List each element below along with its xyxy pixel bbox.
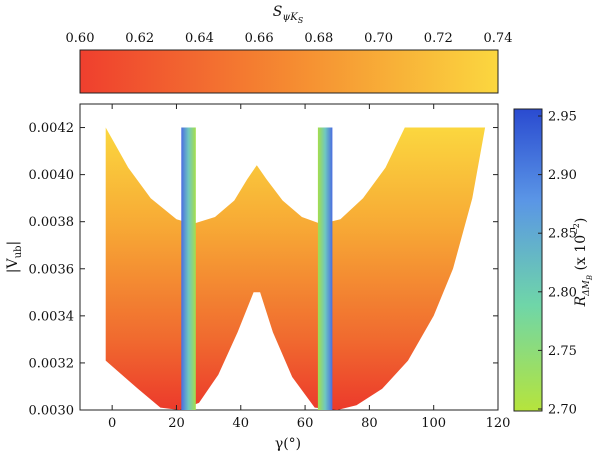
y-tick-label: 0.0030 [29,404,75,419]
colorbar-r-tick-label: 2.80 [548,285,577,300]
colorbar-r-tick-label: 2.75 [548,344,577,359]
colorbar-r-ticks: 2.70 2.75 2.80 2.85 2.90 2.95 [538,110,577,418]
colorbar-s-ticks: 0.60 0.62 0.64 0.66 0.68 0.70 0.72 0.74 [66,31,513,54]
colorbar-s-tick-label: 0.72 [424,31,453,46]
y-axis-title: |Vub| [5,241,24,273]
y-tick-label: 0.0036 [29,262,75,277]
y-tick-label: 0.0042 [29,121,75,136]
colorbar-s-tick-label: 0.60 [66,31,95,46]
colorbar-s-title: SψKS [273,4,304,25]
x-tick-label: 80 [361,416,378,431]
plot-frame [79,103,499,411]
colorbar-r-tick-label: 2.70 [548,403,577,418]
colorbar-s: SψKS 0.60 0.62 0.64 0.66 0.68 0.70 0.72 0.74 [66,4,513,94]
colorbar-r: 2.702.752.802.852.902.95 RΔMB (x 10−2) [513,108,594,418]
r-bands [181,127,333,410]
r-band-2 [317,127,333,410]
y-tick-label: 0.0032 [29,356,75,371]
colorbar-s-gradient [79,49,499,94]
main-plot: 0 20 40 60 80 100 120 0.0030 0.0032 0.0034 0.0036… [5,103,510,452]
x-axis-title: γ(°) [275,436,301,452]
colorbar-r-tick-label: 2.85 [548,227,577,242]
colorbar-s-tick-label: 0.64 [185,31,214,46]
colorbar-s-tick-label: 0.68 [304,31,333,46]
x-tick-label: 60 [297,416,314,431]
colored-region-s [105,127,486,410]
x-tick-label: 40 [232,416,249,431]
x-tick-label: 0 [108,416,116,431]
colorbar-r-gradient [513,108,543,412]
x-axis-ticks: 0 20 40 60 80 100 120 [108,104,510,431]
colorbar-r-tick-label: 2.95 [548,110,577,125]
colorbar-s-tick-label: 0.70 [364,31,393,46]
colorbar-s-tick-label: 0.66 [245,31,274,46]
y-axis-ticks: 0.0030 0.0032 0.0034 0.0036 0.0038 0.0040 0.00… [29,121,498,419]
y-tick-label: 0.0038 [29,215,75,230]
colorbar-s-tick-label: 0.74 [484,31,513,46]
colorbar-r-tick-label: 2.90 [548,168,577,183]
y-tick-label: 0.0040 [29,168,75,183]
y-tick-label: 0.0034 [29,309,75,324]
colorbar-s-tick-label: 0.62 [125,31,154,46]
x-tick-label: 100 [421,416,446,431]
x-tick-label: 120 [486,416,511,431]
r-band-1 [181,127,196,410]
x-tick-label: 20 [168,416,185,431]
